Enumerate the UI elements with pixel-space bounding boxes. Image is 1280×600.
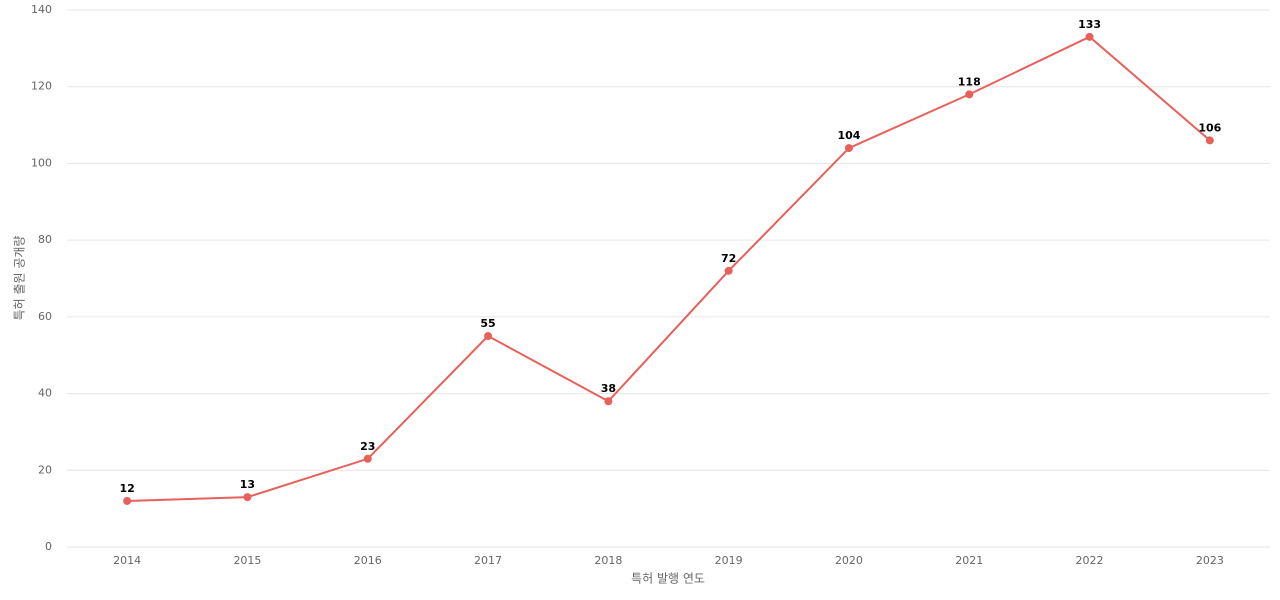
- data-label: 23: [360, 440, 375, 453]
- x-tick-label: 2014: [113, 554, 141, 567]
- data-point: [604, 397, 613, 406]
- x-tick-label: 2018: [594, 554, 622, 567]
- data-label: 12: [119, 482, 134, 495]
- data-label: 104: [837, 129, 860, 142]
- y-tick-label: 140: [31, 3, 52, 16]
- data-point: [243, 493, 252, 502]
- y-axis-title: 특허 출원 공개량: [13, 236, 27, 321]
- data-label: 133: [1078, 18, 1101, 31]
- data-label: 55: [480, 317, 495, 330]
- x-tick-label: 2017: [474, 554, 502, 567]
- x-tick-label: 2021: [955, 554, 983, 567]
- data-point: [844, 144, 853, 153]
- data-label: 13: [240, 478, 255, 491]
- data-label: 72: [721, 252, 736, 265]
- x-tick-label: 2023: [1196, 554, 1224, 567]
- data-point: [724, 266, 733, 275]
- data-line: [127, 35, 1211, 502]
- data-point: [1205, 136, 1214, 145]
- x-tick-label: 2020: [835, 554, 863, 567]
- y-tick-label: 100: [31, 156, 52, 169]
- data-point: [123, 496, 132, 505]
- data-label: 38: [601, 382, 616, 395]
- data-label: 118: [958, 75, 981, 88]
- y-tick-label: 80: [38, 233, 52, 246]
- data-label: 106: [1198, 121, 1221, 134]
- data-point: [965, 90, 974, 99]
- x-tick-label: 2015: [233, 554, 261, 567]
- y-tick-label: 40: [38, 387, 52, 400]
- x-tick-label: 2022: [1076, 554, 1104, 567]
- data-point: [484, 332, 493, 341]
- data-point: [363, 454, 372, 463]
- data-point: [1085, 32, 1094, 41]
- y-tick-label: 20: [38, 463, 52, 476]
- y-tick-label: 120: [31, 80, 52, 93]
- x-axis-title: 특허 발행 연도: [631, 571, 705, 586]
- x-tick-label: 2019: [715, 554, 743, 567]
- y-tick-label: 60: [38, 310, 52, 323]
- x-tick-label: 2016: [354, 554, 382, 567]
- y-tick-label: 0: [45, 540, 52, 553]
